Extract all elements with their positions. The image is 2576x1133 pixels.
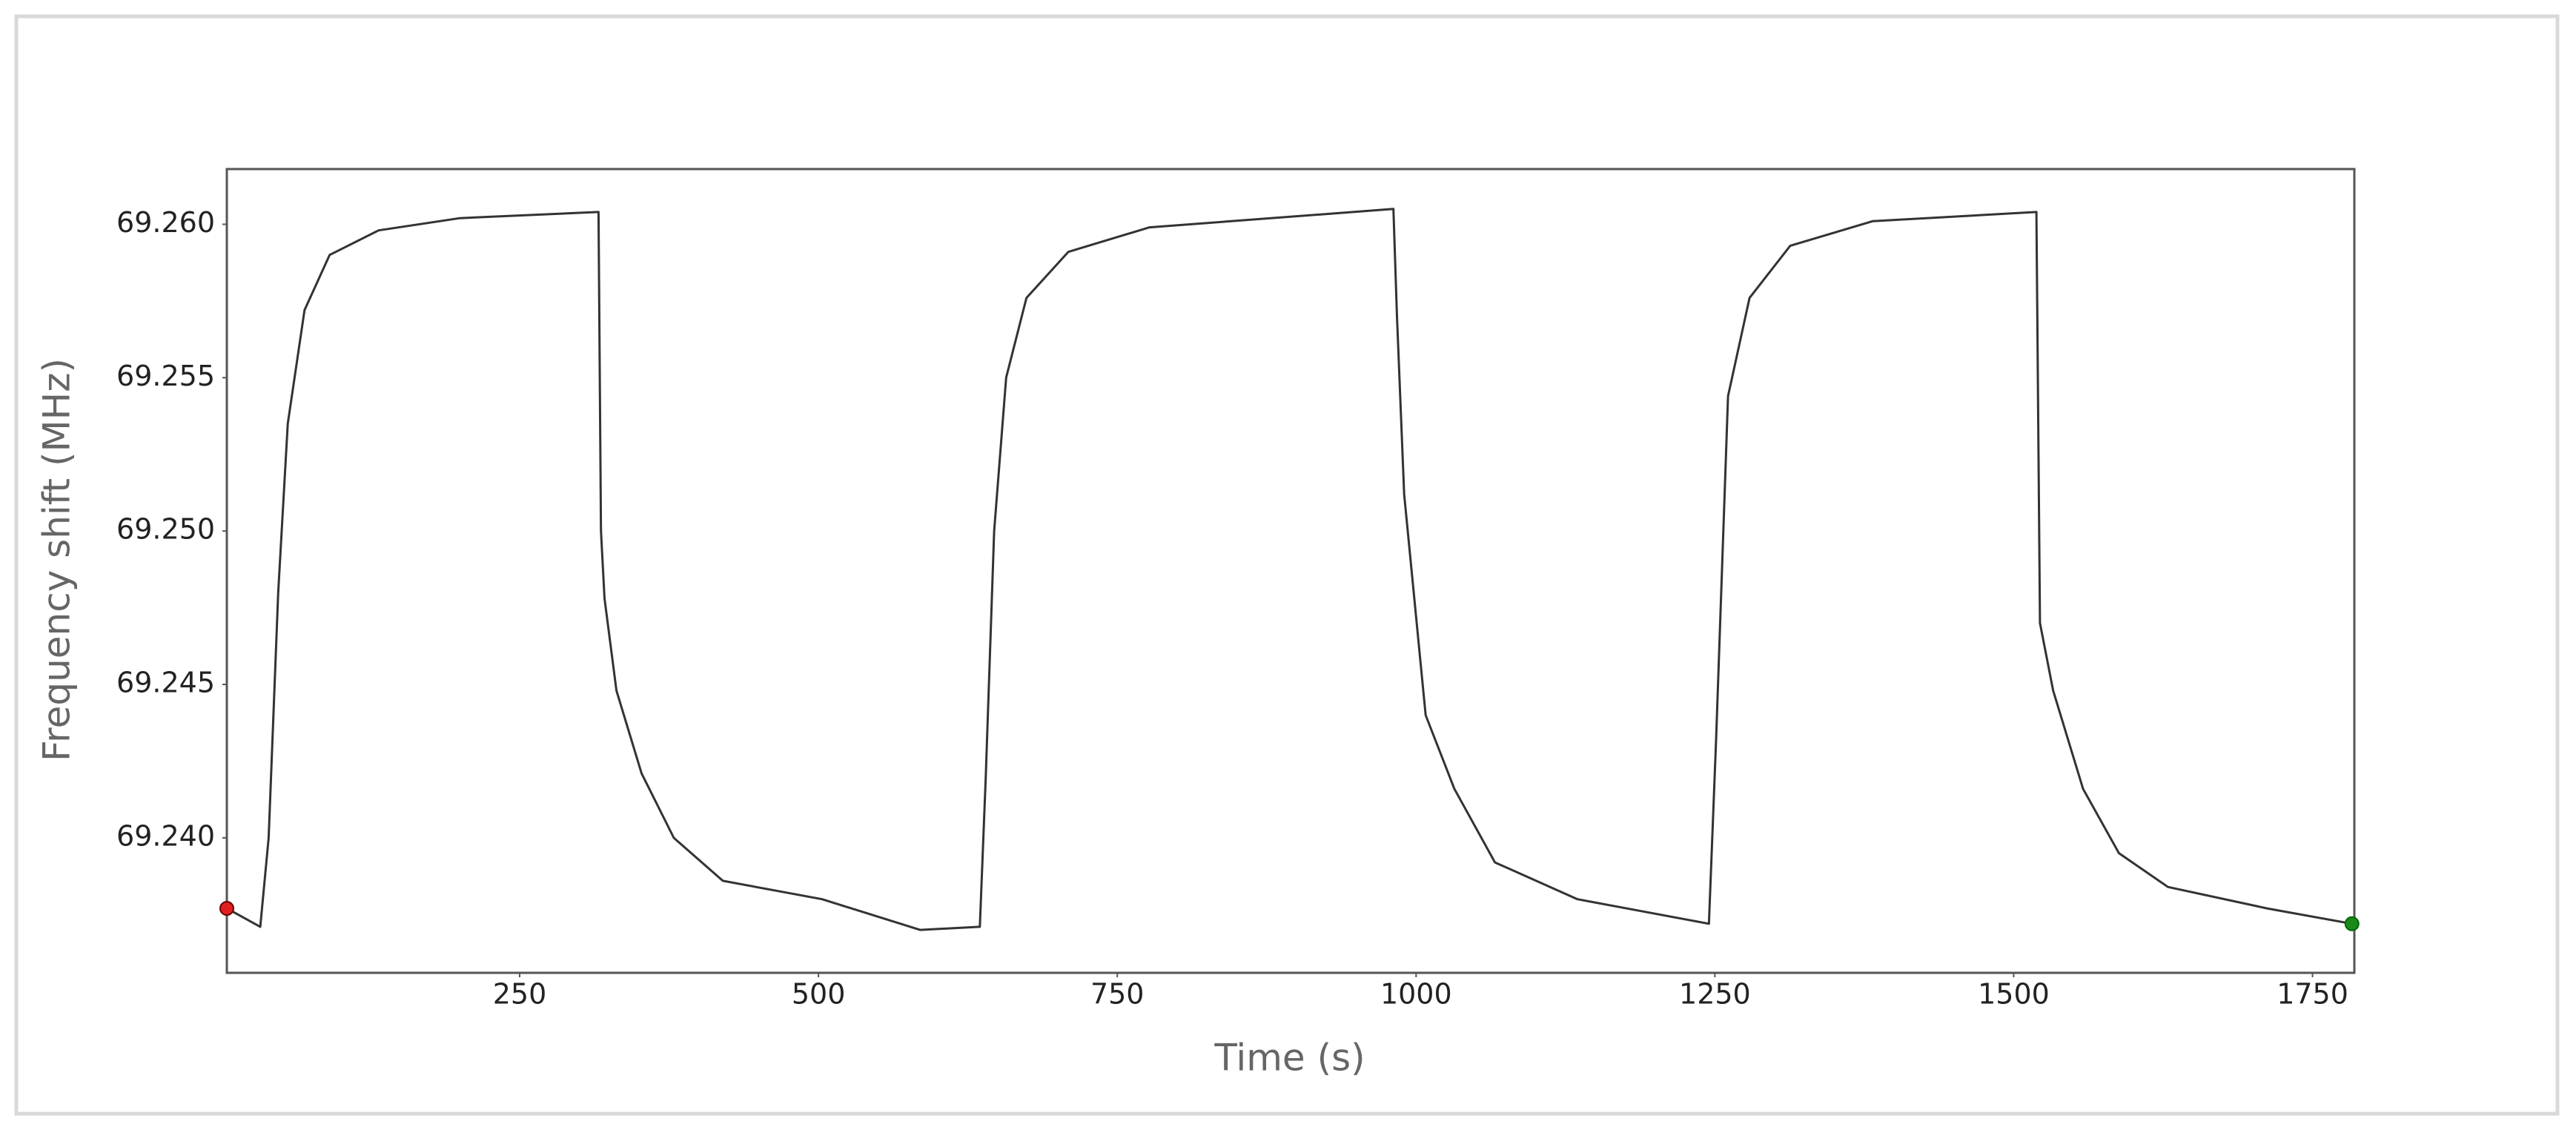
x-tick-label: 1250 xyxy=(1679,978,1751,1011)
y-tick-label: 69.240 xyxy=(116,819,215,852)
end-marker xyxy=(2344,916,2360,931)
plot-area xyxy=(225,168,2356,974)
x-tick-label: 1500 xyxy=(1978,978,2050,1011)
frame xyxy=(14,14,2560,1116)
x-tick-label: 1000 xyxy=(1380,978,1452,1011)
y-tick-label: 69.245 xyxy=(116,667,215,699)
x-tick-label: 750 xyxy=(1090,978,1145,1011)
x-tick-label: 250 xyxy=(493,978,547,1011)
y-tick-label: 69.260 xyxy=(116,206,215,239)
x-tick-label: 1750 xyxy=(2277,978,2348,1011)
x-axis-title: Time (s) xyxy=(1213,1037,1365,1080)
data-line xyxy=(226,208,2353,931)
x-tick-label: 500 xyxy=(792,978,846,1011)
start-marker xyxy=(219,901,234,916)
y-tick-label: 69.255 xyxy=(116,360,215,392)
y-axis-title: Frequency shift (MHz) xyxy=(36,358,79,762)
y-tick-label: 69.250 xyxy=(116,513,215,546)
